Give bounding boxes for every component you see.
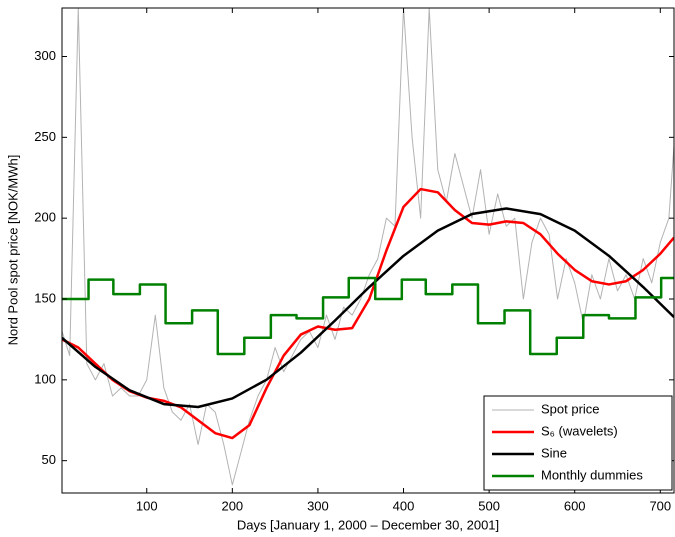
- legend-label: Monthly dummies: [541, 467, 643, 482]
- x-tick-label: 300: [307, 498, 329, 513]
- legend-label: Spot price: [541, 401, 600, 416]
- legend-label: Sine: [541, 445, 567, 460]
- series-line: [62, 8, 674, 486]
- x-axis-label: Days [January 1, 2000 – December 30, 200…: [237, 517, 499, 532]
- series-line: [62, 187, 674, 440]
- lines: [62, 8, 674, 486]
- series-line: [62, 207, 674, 409]
- x-tick-label: 700: [649, 498, 671, 513]
- axes-box: [61, 7, 675, 494]
- y-tick-label: 50: [42, 452, 56, 467]
- x-tick-label: 500: [478, 498, 500, 513]
- y-tick-label: 300: [34, 48, 56, 63]
- x-tick-label: 100: [136, 498, 158, 513]
- legend-label: S₆ (wavelets): [541, 423, 618, 438]
- y-tick-label: 200: [34, 210, 56, 225]
- series-line: [62, 276, 674, 356]
- x-tick-label: 200: [221, 498, 243, 513]
- y-tick-label: 150: [34, 290, 56, 305]
- x-tick-label: 400: [393, 498, 415, 513]
- x-tick-label: 600: [564, 498, 586, 513]
- y-tick-label: 250: [34, 129, 56, 144]
- legend-box: [483, 395, 673, 491]
- y-axis-label: Nord Pool spot price [NOK/MWh]: [5, 155, 20, 346]
- y-tick-label: 100: [34, 371, 56, 386]
